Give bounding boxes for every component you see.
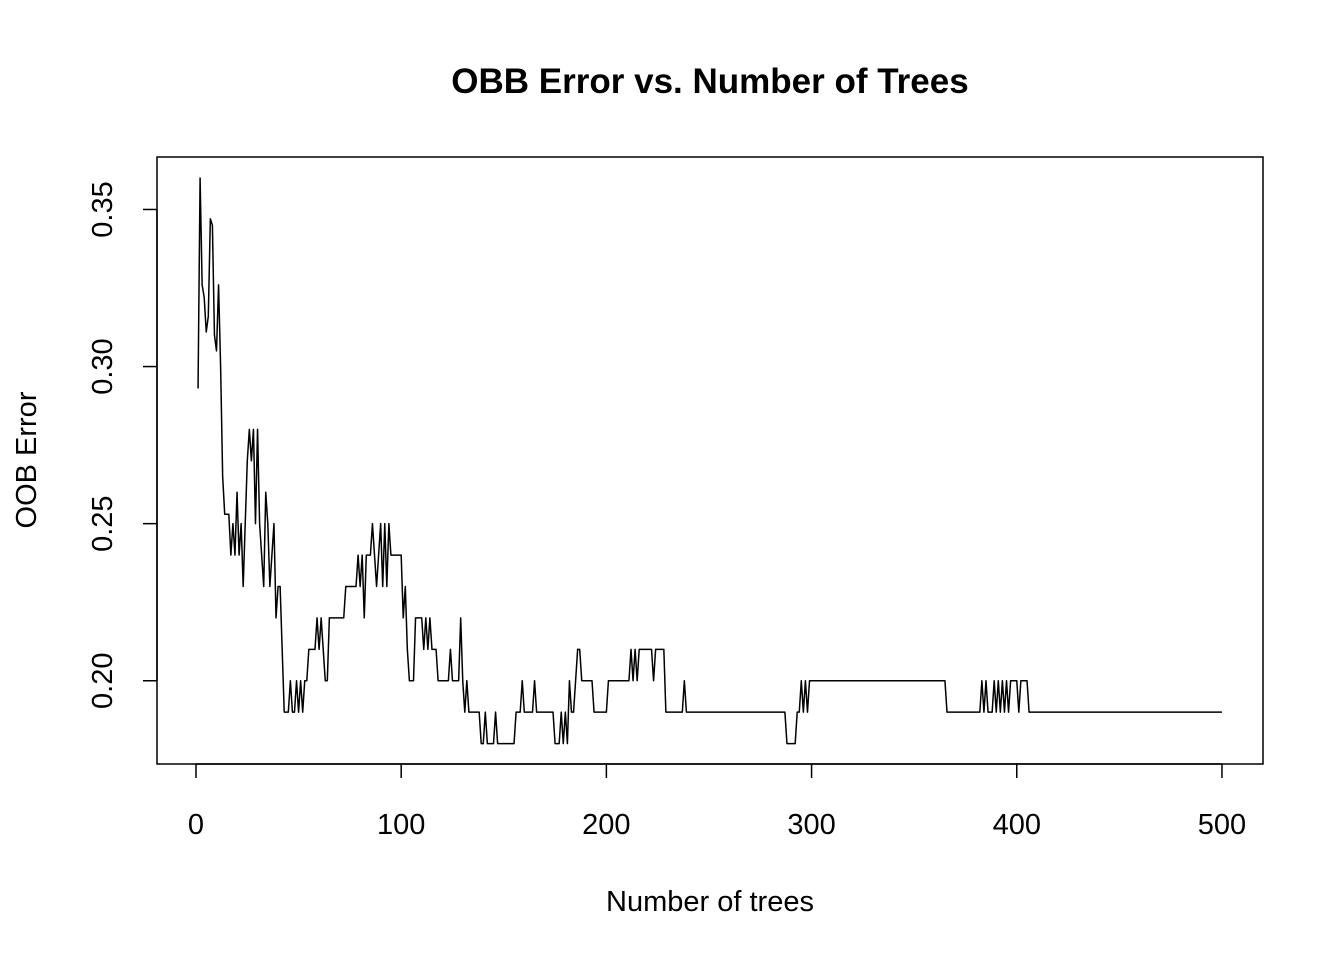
y-tick-label: 0.20: [87, 653, 119, 709]
x-tick-label: 500: [1198, 809, 1246, 841]
x-tick-label: 300: [787, 809, 835, 841]
x-tick-label: 400: [993, 809, 1041, 841]
y-tick-label: 0.35: [87, 181, 119, 237]
x-tick-label: 0: [188, 809, 204, 841]
plot-frame: [156, 156, 1264, 765]
y-tick-label: 0.30: [87, 338, 119, 394]
series-layer: [197, 177, 1222, 745]
chart-title: OBB Error vs. Number of Trees: [451, 62, 968, 101]
x-tick-label: 200: [582, 809, 630, 841]
y-tick-label: 0.25: [87, 495, 119, 551]
x-tick-label: 100: [377, 809, 425, 841]
x-axis-label: Number of trees: [606, 886, 814, 918]
series-line-oob: [197, 177, 1222, 745]
y-axis: 0.20 0.25 0.30 0.35: [87, 181, 158, 709]
x-axis: 0 100 200 300 400 500: [188, 763, 1246, 841]
y-axis-label: OOB Error: [11, 391, 43, 528]
